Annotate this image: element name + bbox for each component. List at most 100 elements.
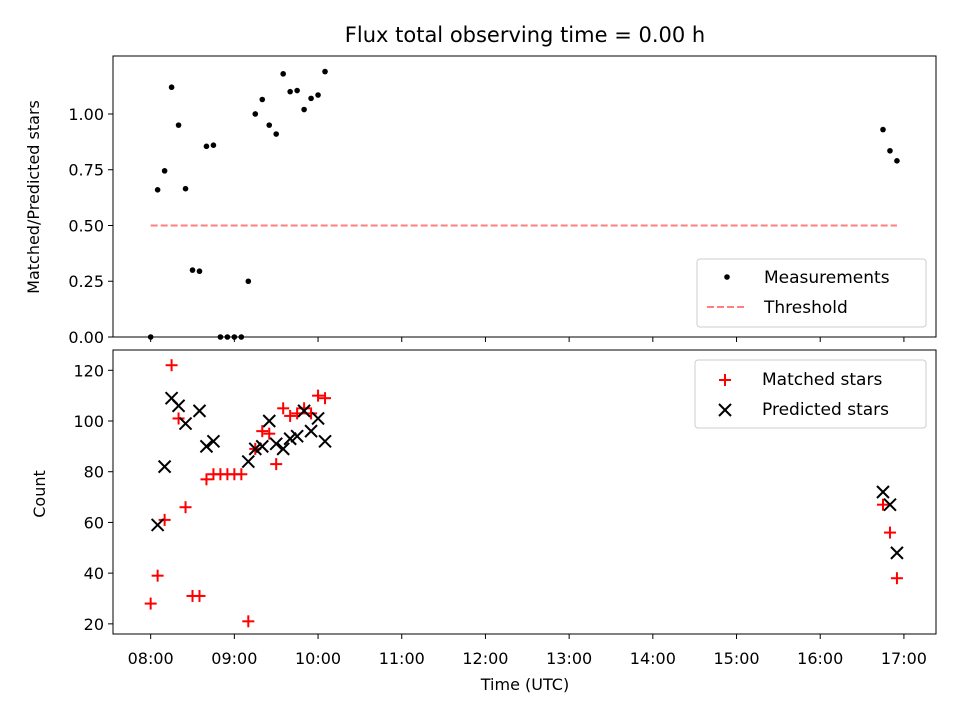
matched-star-point: [193, 589, 206, 602]
matched-star-point: [172, 412, 185, 425]
matched-star-point: [235, 468, 248, 481]
bottom-y-tick-label: 40: [84, 564, 104, 583]
bottom-y-tick-label: 60: [84, 513, 104, 532]
chart-title: Flux total observing time = 0.00 h: [345, 23, 705, 47]
top-y-axis-label: Matched/Predicted stars: [24, 100, 43, 294]
predicted-star-point: [890, 546, 904, 560]
matched-star-point: [256, 425, 269, 438]
measurement-point: [301, 106, 307, 113]
legend-marker-matched: [719, 374, 731, 386]
top-y-tick-label: 0.25: [68, 272, 104, 291]
top-y-tick-label: 0.00: [68, 328, 104, 347]
predicted-star-point: [192, 404, 207, 418]
top-y-tick-label: 0.75: [68, 161, 104, 180]
measurement-point: [168, 84, 175, 91]
ratio-panel: Flux total observing time = 0.00 h Match…: [24, 23, 937, 347]
measurement-point: [203, 143, 210, 150]
matched-star-point: [144, 597, 157, 610]
x-tick-label: 17:00: [881, 649, 927, 668]
predicted-star-point: [311, 411, 325, 426]
top-y-tick-label: 1.00: [68, 105, 104, 124]
bottom-y-tick-label: 20: [84, 615, 104, 634]
bottom-legend: Matched stars Predicted stars: [694, 359, 927, 429]
predicted-star-point: [255, 439, 269, 454]
matched-star-point: [165, 359, 178, 372]
x-tick-label: 11:00: [379, 649, 425, 668]
count-panel: Count Time (UTC) 20 40 60 80 100 120 08:00 09:…: [30, 349, 937, 694]
x-tick-label: 14:00: [630, 649, 676, 668]
bottom-y-tick-label: 120: [73, 361, 104, 380]
predicted-star-point: [283, 432, 297, 446]
measurement-point: [294, 87, 300, 94]
measurement-point: [175, 122, 182, 128]
top-y-tick-label: 0.50: [68, 216, 104, 235]
predicted-star-point: [178, 416, 193, 431]
predicted-star-point: [150, 518, 165, 532]
bottom-plot-frame: [112, 349, 937, 635]
matched-star-point: [200, 473, 213, 486]
legend-marker-measurements: [724, 274, 730, 280]
predicted-star-point: [206, 434, 221, 448]
matched-star-point: [179, 501, 192, 514]
x-axis-label: Time (UTC): [480, 675, 569, 694]
measurement-point: [266, 122, 273, 128]
bottom-y-axis-label: Count: [30, 470, 49, 518]
bottom-y-tick-label: 80: [84, 463, 104, 482]
measurement-point: [245, 278, 252, 285]
legend-label-threshold: Threshold: [763, 298, 848, 318]
top-y-axis-ticks: 0.00 0.25 0.50 0.75 1.00: [68, 105, 113, 347]
predicted-star-point: [883, 497, 897, 512]
x-tick-label: 12:00: [462, 649, 508, 668]
measurement-point: [287, 88, 293, 95]
measurement-point: [182, 185, 189, 192]
predicted-star-point: [157, 459, 172, 474]
measurement-point: [280, 71, 286, 77]
predicted-star-point: [199, 439, 214, 454]
matched-star-point: [263, 427, 276, 440]
legend-label-matched: Matched stars: [762, 370, 882, 390]
predicted-star-point: [241, 454, 256, 469]
matched-star-point: [883, 526, 896, 539]
predicted-stars-series: [150, 391, 904, 560]
top-legend: Measurements Threshold: [696, 258, 927, 328]
measurement-point: [880, 126, 886, 133]
top-plot-frame: [112, 55, 937, 338]
predicted-star-point: [171, 399, 186, 413]
matched-star-point: [876, 498, 889, 511]
predicted-star-point: [304, 424, 318, 438]
measurement-point: [154, 187, 161, 193]
measurement-point: [308, 95, 314, 102]
matched-star-point: [312, 389, 325, 402]
measurement-point: [322, 68, 328, 75]
x-tick-label: 13:00: [546, 649, 592, 668]
bottom-x-axis-ticks: 08:00 09:00 10:00 11:00 12:00 13:00 14:00 15:00…: [128, 634, 927, 668]
matched-star-point: [270, 458, 283, 471]
measurement-point: [189, 267, 196, 273]
matched-star-point: [298, 402, 311, 415]
bottom-y-tick-label: 100: [73, 412, 104, 431]
matched-star-point: [890, 572, 903, 585]
predicted-star-point: [269, 437, 283, 451]
measurement-point: [259, 96, 266, 103]
measurement-point: [210, 142, 217, 149]
matched-star-point: [319, 392, 332, 405]
predicted-star-point: [876, 485, 890, 499]
x-tick-label: 15:00: [713, 649, 759, 668]
top-legend-box: [696, 258, 927, 328]
matched-star-point: [158, 513, 171, 526]
measurement-point: [315, 92, 321, 98]
matched-star-point: [151, 569, 164, 582]
predicted-star-point: [318, 434, 332, 448]
x-tick-label: 09:00: [211, 649, 257, 668]
matched-star-point: [242, 615, 255, 628]
matched-stars-series: [144, 359, 903, 628]
measurement-point: [887, 147, 893, 154]
matched-star-point: [277, 402, 290, 415]
bottom-y-axis-ticks: 20 40 60 80 100 120: [73, 361, 113, 634]
measurement-point: [273, 131, 280, 137]
x-tick-label: 08:00: [128, 649, 174, 668]
measurement-point: [196, 268, 203, 275]
legend-marker-predicted: [718, 403, 732, 417]
x-tick-label: 16:00: [797, 649, 843, 668]
bottom-legend-box: [694, 359, 927, 429]
